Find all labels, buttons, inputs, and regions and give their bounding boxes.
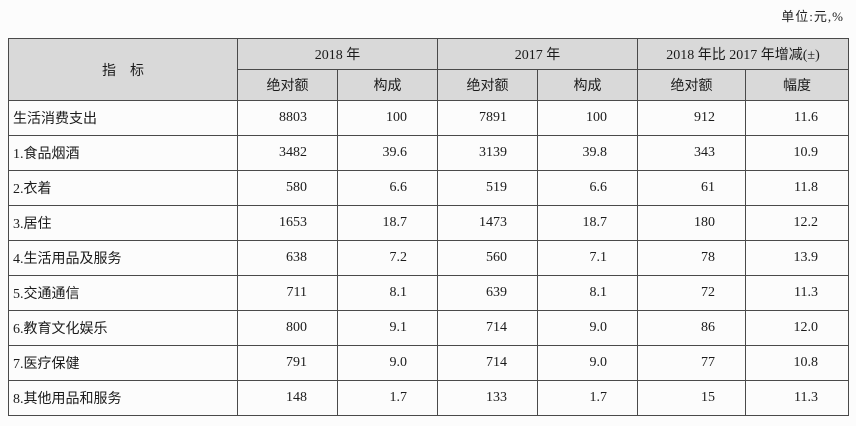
- value-cell: 714: [437, 310, 538, 346]
- value-cell: 100: [337, 100, 438, 136]
- table-row: 8.其他用品和服务 148 1.7 133 1.7 15 11.3: [8, 380, 850, 416]
- table-header: 指 标 2018 年 2017 年 2018 年比 2017 年增减(±) 绝对…: [8, 38, 850, 101]
- value-cell: 100: [537, 100, 638, 136]
- value-cell: 15: [637, 380, 746, 416]
- indicator-cell: 4.生活用品及服务: [8, 240, 238, 276]
- value-cell: 912: [637, 100, 746, 136]
- header-row-subcols: 绝对额 构成 绝对额 构成 绝对额 幅度: [9, 69, 850, 101]
- header-group-2018: 2018 年: [237, 38, 438, 70]
- indicator-cell: 8.其他用品和服务: [8, 380, 238, 416]
- value-cell: 18.7: [537, 205, 638, 241]
- value-cell: 8.1: [337, 275, 438, 311]
- value-cell: 711: [237, 275, 338, 311]
- header-2018-composition: 构成: [337, 69, 438, 101]
- value-cell: 8.1: [537, 275, 638, 311]
- value-cell: 148: [237, 380, 338, 416]
- header-group-2017: 2017 年: [437, 38, 638, 70]
- value-cell: 39.8: [537, 135, 638, 171]
- value-cell: 9.0: [537, 345, 638, 381]
- value-cell: 791: [237, 345, 338, 381]
- value-cell: 86: [637, 310, 746, 346]
- value-cell: 3139: [437, 135, 538, 171]
- value-cell: 519: [437, 170, 538, 206]
- header-2018-absolute: 绝对额: [237, 69, 338, 101]
- value-cell: 9.0: [537, 310, 638, 346]
- value-cell: 7.2: [337, 240, 438, 276]
- table-row: 生活消费支出 8803 100 7891 100 912 11.6: [8, 100, 850, 136]
- value-cell: 39.6: [337, 135, 438, 171]
- value-cell: 343: [637, 135, 746, 171]
- value-cell: 11.8: [744, 170, 850, 206]
- consumption-expenditure-table: 指 标 2018 年 2017 年 2018 年比 2017 年增减(±) 绝对…: [8, 38, 850, 416]
- header-2017-composition: 构成: [537, 69, 638, 101]
- unit-label: 单位:元,%: [781, 9, 844, 24]
- value-cell: 12.0: [744, 310, 850, 346]
- value-cell: 1.7: [337, 380, 438, 416]
- value-cell: 11.3: [744, 275, 850, 311]
- value-cell: 560: [437, 240, 538, 276]
- value-cell: 10.9: [744, 135, 850, 171]
- value-cell: 77: [637, 345, 746, 381]
- table-row: 1.食品烟酒 3482 39.6 3139 39.8 343 10.9: [8, 135, 850, 171]
- value-cell: 714: [437, 345, 538, 381]
- value-cell: 10.8: [744, 345, 850, 381]
- value-cell: 78: [637, 240, 746, 276]
- value-cell: 639: [437, 275, 538, 311]
- value-cell: 11.6: [744, 100, 850, 136]
- value-cell: 7.1: [537, 240, 638, 276]
- indicator-cell: 2.衣着: [8, 170, 238, 206]
- value-cell: 18.7: [337, 205, 438, 241]
- value-cell: 9.1: [337, 310, 438, 346]
- table-body: 生活消费支出 8803 100 7891 100 912 11.6 1.食品烟酒…: [8, 100, 850, 416]
- indicator-cell: 5.交通通信: [8, 275, 238, 311]
- value-cell: 7891: [437, 100, 538, 136]
- value-cell: 61: [637, 170, 746, 206]
- value-cell: 638: [237, 240, 338, 276]
- value-cell: 12.2: [744, 205, 850, 241]
- value-cell: 9.0: [337, 345, 438, 381]
- value-cell: 133: [437, 380, 538, 416]
- header-change-absolute: 绝对额: [637, 69, 746, 101]
- value-cell: 72: [637, 275, 746, 311]
- indicator-cell: 7.医疗保健: [8, 345, 238, 381]
- indicator-cell: 1.食品烟酒: [8, 135, 238, 171]
- table-row: 4.生活用品及服务 638 7.2 560 7.1 78 13.9: [8, 240, 850, 276]
- value-cell: 6.6: [337, 170, 438, 206]
- header-2017-absolute: 绝对额: [437, 69, 538, 101]
- indicator-cell: 6.教育文化娱乐: [8, 310, 238, 346]
- value-cell: 8803: [237, 100, 338, 136]
- value-cell: 11.3: [744, 380, 850, 416]
- value-cell: 180: [637, 205, 746, 241]
- value-cell: 1473: [437, 205, 538, 241]
- header-indicator: 指 标: [8, 38, 238, 101]
- indicator-cell: 生活消费支出: [8, 100, 238, 136]
- table-row: 5.交通通信 711 8.1 639 8.1 72 11.3: [8, 275, 850, 311]
- value-cell: 13.9: [744, 240, 850, 276]
- value-cell: 6.6: [537, 170, 638, 206]
- header-row-groups: 指 标 2018 年 2017 年 2018 年比 2017 年增减(±): [8, 38, 850, 101]
- table-row: 7.医疗保健 791 9.0 714 9.0 77 10.8: [8, 345, 850, 381]
- value-cell: 580: [237, 170, 338, 206]
- value-cell: 1653: [237, 205, 338, 241]
- table-row: 2.衣着 580 6.6 519 6.6 61 11.8: [8, 170, 850, 206]
- table-row: 3.居住 1653 18.7 1473 18.7 180 12.2: [8, 205, 850, 241]
- value-cell: 3482: [237, 135, 338, 171]
- header-change-rate: 幅度: [744, 69, 850, 101]
- header-group-change: 2018 年比 2017 年增减(±): [636, 38, 850, 70]
- indicator-cell: 3.居住: [8, 205, 238, 241]
- value-cell: 800: [237, 310, 338, 346]
- table-row: 6.教育文化娱乐 800 9.1 714 9.0 86 12.0: [8, 310, 850, 346]
- value-cell: 1.7: [537, 380, 638, 416]
